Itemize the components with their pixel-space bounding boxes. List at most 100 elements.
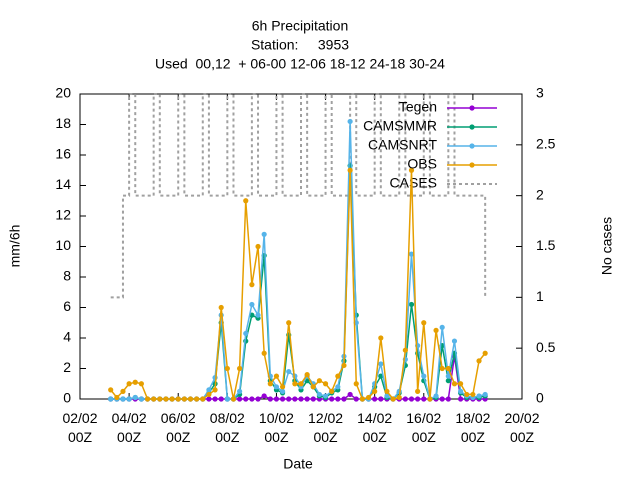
data-point — [218, 396, 224, 402]
data-point — [335, 396, 341, 402]
data-point — [267, 381, 273, 387]
y2-tick-label: 2.5 — [536, 136, 556, 152]
data-point — [175, 396, 181, 402]
data-point — [470, 391, 476, 398]
data-point — [194, 396, 200, 402]
data-point — [212, 396, 218, 402]
data-point — [445, 396, 451, 402]
x-tick-label: 18/02 00Z — [455, 410, 490, 445]
data-point — [230, 396, 237, 402]
y2-tick-label: 1 — [536, 288, 544, 304]
data-point — [292, 396, 298, 402]
data-point — [415, 388, 421, 394]
data-point — [347, 118, 353, 125]
data-point — [427, 396, 433, 402]
y2-tick-label: 3 — [536, 85, 544, 101]
data-point — [421, 396, 427, 402]
y-tick-label: 2 — [63, 359, 71, 375]
data-point — [359, 396, 365, 402]
data-point — [206, 396, 212, 402]
data-point — [279, 396, 286, 402]
data-point — [310, 384, 316, 390]
y-tick-label: 4 — [63, 329, 71, 345]
data-point — [365, 394, 372, 401]
data-point — [372, 388, 378, 394]
data-point — [451, 338, 458, 344]
legend-marker — [469, 162, 475, 168]
y-tick-label: 6 — [63, 298, 71, 314]
data-point — [439, 396, 445, 402]
data-point — [261, 231, 267, 237]
data-point — [415, 396, 421, 402]
data-point — [120, 388, 126, 394]
data-point — [169, 396, 175, 402]
data-point — [402, 347, 408, 353]
data-point — [292, 381, 298, 387]
data-point — [329, 388, 335, 394]
data-point — [255, 243, 261, 250]
data-point — [378, 361, 384, 367]
chart-title: 6h Precipitation — [252, 18, 349, 34]
series-line — [110, 165, 486, 400]
data-point — [243, 330, 249, 337]
data-point — [187, 396, 194, 402]
data-point — [335, 384, 341, 390]
legend-marker — [469, 124, 475, 130]
legend-label: CAMSMMR — [363, 118, 437, 134]
data-point — [304, 372, 310, 378]
data-point — [132, 379, 138, 385]
data-point — [445, 378, 451, 384]
data-point — [218, 304, 224, 311]
data-point — [353, 396, 359, 402]
data-point — [286, 368, 292, 375]
data-point — [255, 396, 261, 402]
data-point — [224, 365, 230, 372]
data-point — [476, 393, 482, 399]
data-point — [372, 396, 378, 402]
data-point — [482, 391, 488, 398]
data-point — [353, 381, 359, 387]
y2-tick-label: 0 — [536, 390, 544, 406]
y-tick-label: 14 — [55, 176, 71, 192]
series-line — [110, 93, 487, 299]
data-point — [322, 381, 329, 387]
data-point — [279, 388, 286, 394]
data-point — [243, 198, 249, 204]
data-point — [243, 396, 249, 402]
y-axis-label: mm/6h — [7, 225, 23, 268]
data-point — [279, 384, 286, 390]
data-point — [408, 396, 415, 402]
data-point — [310, 396, 316, 402]
data-point — [445, 365, 451, 372]
x-tick-label: 10/02 00Z — [259, 410, 294, 445]
data-point — [249, 396, 255, 402]
x-tick-label: 08/02 00Z — [210, 410, 245, 445]
data-point — [458, 388, 464, 394]
data-point — [237, 365, 243, 372]
data-point — [206, 391, 212, 398]
data-point — [237, 388, 243, 394]
data-point — [132, 394, 138, 401]
y2-tick-label: 1.5 — [536, 237, 556, 253]
data-point — [464, 391, 470, 398]
data-point — [108, 387, 114, 393]
data-point — [304, 396, 310, 402]
x-tick-label: 14/02 00Z — [357, 410, 392, 445]
data-point — [476, 358, 482, 364]
data-point — [114, 394, 120, 401]
data-point — [390, 396, 396, 402]
x-tick-label: 16/02 00Z — [406, 410, 441, 445]
legend-marker — [469, 143, 475, 149]
data-point — [384, 388, 390, 394]
data-point — [224, 396, 230, 402]
data-point — [286, 396, 292, 402]
data-point — [451, 381, 458, 387]
data-point — [255, 312, 261, 318]
data-point — [433, 327, 439, 333]
data-point — [341, 396, 347, 402]
data-point — [298, 381, 304, 387]
data-point — [212, 387, 218, 393]
data-point — [144, 396, 151, 402]
y2-axis-label: No cases — [599, 217, 615, 275]
